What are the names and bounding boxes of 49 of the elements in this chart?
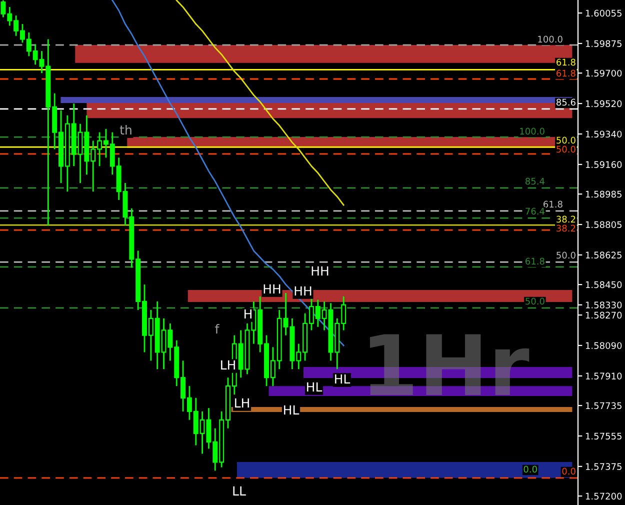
y-tick-label: 1.57910 — [586, 372, 622, 380]
annotation: LH — [235, 398, 249, 408]
annotation: 85.4 — [526, 178, 544, 185]
annotation: HH — [312, 266, 328, 276]
annotation: HH — [264, 284, 280, 294]
y-tick-label: 1.58330 — [586, 302, 622, 308]
annotation: LL — [233, 486, 246, 496]
annotation: 38.2 — [556, 224, 576, 232]
annotation: 100.0 — [520, 128, 544, 135]
annotation: 50.0 — [556, 252, 576, 259]
band-label: 0.0 — [524, 466, 537, 473]
annotation: H — [244, 309, 252, 318]
annotation: HL — [307, 382, 322, 392]
y-tick-label: 1.59875 — [586, 40, 622, 48]
y-tick-label: 1.59700 — [586, 70, 622, 77]
annotation: 85.6 — [556, 98, 576, 106]
y-tick-label: 1.60055 — [586, 10, 622, 17]
y-tick-label: 1.58450 — [586, 281, 622, 288]
annotation: HH — [294, 286, 312, 296]
annotation: 50.0 — [556, 136, 576, 144]
line-series — [112, 0, 344, 346]
annotation: 61.8 — [556, 70, 576, 77]
y-tick-label: 1.59160 — [586, 161, 622, 168]
annotation: th — [120, 124, 132, 134]
annotation: 0.0 — [562, 468, 576, 475]
y-tick-label: 1.58090 — [586, 342, 622, 350]
annotation: 50.0 — [556, 146, 576, 153]
annotation: f — [215, 324, 220, 334]
annotation: 50.0 — [526, 298, 544, 305]
y-tick-label: 1.57200 — [586, 492, 622, 500]
y-tick-label: 1.58985 — [586, 190, 622, 198]
annotation: 61.8 — [556, 58, 576, 66]
annotation: 38.2 — [556, 216, 576, 223]
line-series — [176, 0, 344, 206]
y-tick-label: 1.57735 — [586, 402, 622, 410]
annotation: HL — [284, 405, 300, 414]
y-tick-label: 1.59340 — [586, 130, 622, 138]
annotation: 61.8 — [526, 258, 544, 265]
annotation: LH — [221, 360, 235, 370]
y-tick-label: 1.58805 — [586, 221, 622, 228]
y-tick-label: 1.57555 — [586, 432, 622, 440]
y-tick-label: 1.58625 — [586, 252, 622, 259]
annotation: 100.0 — [538, 36, 562, 43]
annotation: HL — [335, 374, 350, 384]
annotation: 76.4 — [526, 208, 544, 215]
y-tick-label: 1.57375 — [586, 463, 622, 470]
y-tick-label: 1.59520 — [586, 100, 622, 108]
annotation: 61.8 — [544, 200, 562, 208]
y-tick-label: 1.58270 — [586, 312, 622, 319]
